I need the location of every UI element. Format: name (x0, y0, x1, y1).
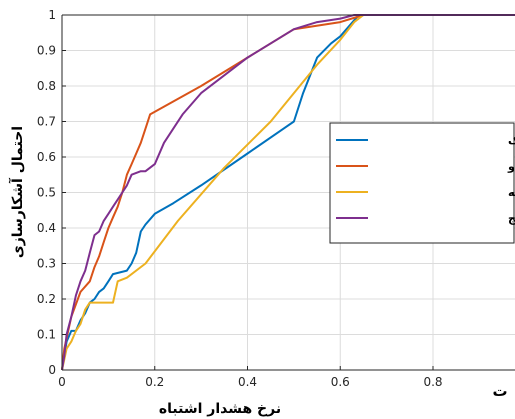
y-tick-label-1: 0.1 (37, 328, 56, 342)
legend-label-2: نمونه طیفی-زمانی دو (507, 160, 515, 173)
series-line-4 (61, 14, 515, 371)
legend-label-1: نمونه طیفی-زمانی یک (508, 134, 515, 147)
legend-label-3: نمونه طیفی-زمانی سه (508, 186, 515, 199)
y-tick-label-7: 0.7 (37, 115, 56, 129)
x-tick-label-4: 0.8 (423, 375, 442, 389)
x-axis-title: نرخ هشدار اشتباه (159, 401, 281, 417)
series-lines (61, 14, 515, 371)
y-tick-label-8: 0.8 (37, 79, 56, 93)
legend-box (329, 122, 515, 244)
x-tick-label-3: 0.6 (331, 375, 350, 389)
x-ticks: 0 0.2 0.4 0.6 0.8 (58, 366, 443, 389)
y-tick-label-5: 0.5 (37, 186, 56, 200)
y-tick-label-6: 0.6 (37, 150, 56, 164)
legend: نمونه طیفی-زمانی یک نمونه طیفی-زمانی دو نم… (329, 122, 515, 244)
x-tick-label-1: 0.2 (145, 375, 164, 389)
y-tick-label-4: 0.4 (37, 221, 56, 235)
x-tick-label-2: 0.4 (238, 375, 257, 389)
corner-label: ت (492, 382, 507, 400)
y-tick-label-2: 0.2 (37, 292, 56, 306)
y-tick-label-10: 1 (48, 8, 56, 22)
x-tick-label-0: 0 (58, 375, 66, 389)
series-line-1 (61, 14, 515, 371)
y-tick-label-3: 0.3 (37, 257, 56, 271)
y-ticks: 0 0.1 0.2 0.3 0.4 0.5 0.6 0.7 0.8 0.9 1 (37, 8, 66, 377)
y-tick-label-0: 0 (48, 363, 56, 377)
series-line-3 (61, 14, 515, 371)
legend-label-4: میانگین وزندار نتایج (508, 212, 515, 225)
y-axis-title: احتمال آشکارسازی (8, 126, 26, 258)
y-tick-label-9: 0.9 (37, 44, 56, 58)
